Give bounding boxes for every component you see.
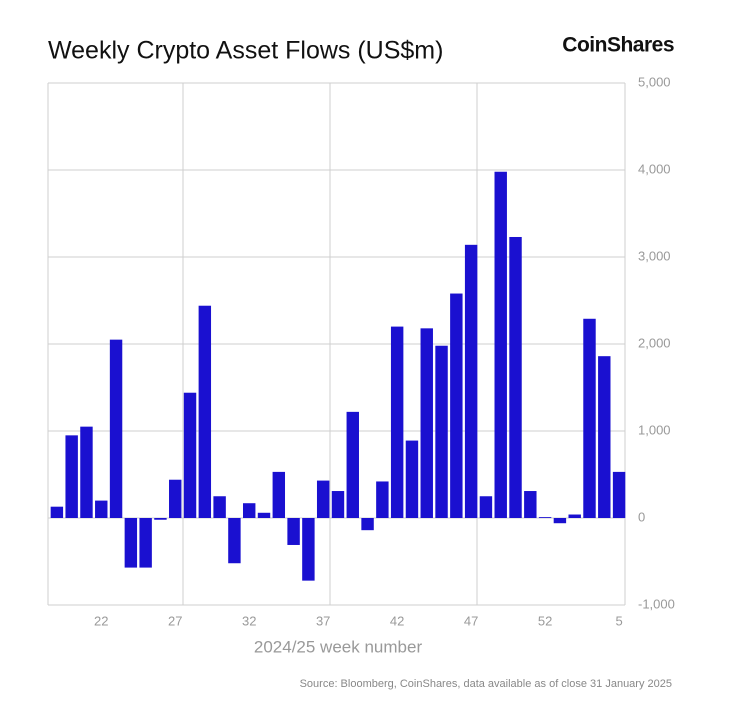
bar — [169, 479, 182, 518]
bar — [228, 518, 241, 564]
brand-logo: CoinShares — [562, 34, 674, 57]
bar — [257, 512, 271, 518]
bar — [213, 496, 226, 518]
y-tick-label: 1,000 — [638, 422, 671, 437]
bar — [198, 305, 212, 518]
y-tick-label: 4,000 — [638, 161, 671, 176]
bar — [553, 518, 567, 524]
x-tick-label: 32 — [242, 613, 256, 628]
x-tick-label: 27 — [168, 613, 182, 628]
bar — [405, 440, 419, 518]
bar — [80, 426, 93, 518]
bar — [272, 471, 286, 518]
bar — [95, 500, 108, 518]
bar — [583, 318, 596, 518]
bar — [538, 517, 552, 518]
bar — [302, 518, 315, 581]
bar — [316, 480, 330, 518]
bar — [287, 518, 300, 545]
bar — [524, 491, 537, 518]
bar — [242, 503, 256, 518]
bar — [50, 506, 64, 518]
bar — [479, 496, 493, 518]
bar — [435, 345, 448, 518]
y-tick-label: 2,000 — [638, 335, 671, 350]
bar — [390, 326, 404, 518]
bar — [331, 491, 345, 518]
y-tick-label: 0 — [638, 509, 645, 524]
bar — [139, 518, 152, 568]
y-tick-label: -1,000 — [638, 596, 675, 611]
bar — [361, 518, 374, 531]
bar — [509, 236, 522, 519]
bar — [376, 481, 389, 518]
bar — [598, 356, 611, 518]
bar — [346, 411, 359, 518]
y-tick-label: 5,000 — [638, 74, 671, 89]
chart-title: Weekly Crypto Asset Flows (US$m) — [48, 37, 443, 65]
x-tick-label: 52 — [538, 613, 552, 628]
bar — [124, 518, 138, 568]
x-tick-label: 22 — [94, 613, 108, 628]
bar — [65, 435, 78, 518]
bar — [450, 293, 463, 518]
bar — [612, 471, 626, 518]
bar — [568, 514, 581, 518]
y-tick-label: 3,000 — [638, 248, 671, 263]
source-note: Source: Bloomberg, CoinShares, data avai… — [300, 678, 672, 690]
x-tick-label: 47 — [464, 613, 478, 628]
bar — [420, 328, 433, 518]
bar — [494, 171, 507, 519]
bar — [464, 244, 478, 518]
bar — [183, 392, 197, 518]
x-axis-label: 2024/25 week number — [254, 637, 423, 656]
bar — [109, 339, 123, 518]
x-tick-label: 5 — [615, 613, 622, 628]
x-tick-label: 37 — [316, 613, 330, 628]
bar — [154, 518, 167, 520]
x-tick-label: 42 — [390, 613, 404, 628]
